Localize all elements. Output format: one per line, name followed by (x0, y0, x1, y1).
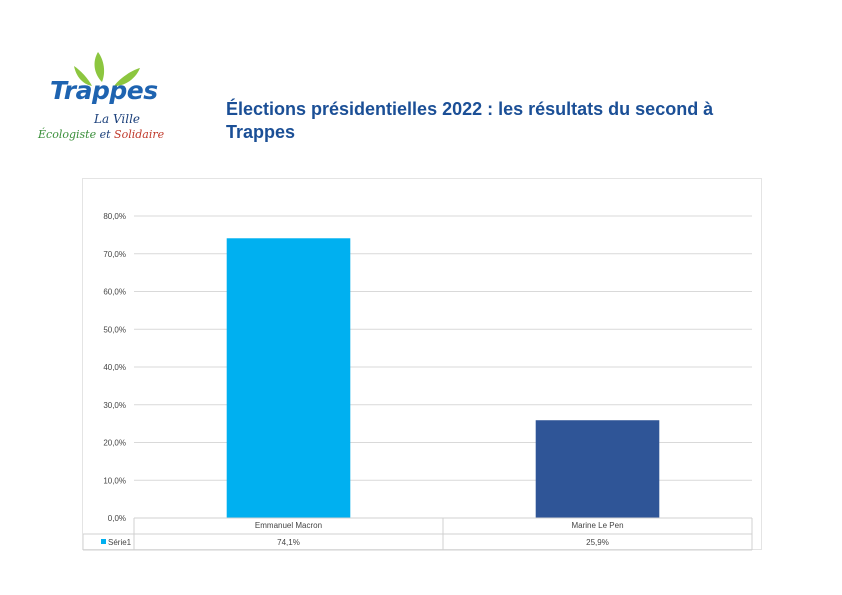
bar-1 (226, 238, 351, 518)
y-tick-label: 60,0% (103, 288, 126, 297)
y-tick-label: 80,0% (103, 212, 126, 221)
logo-tagline-2: Écologiste et Solidaire (38, 128, 164, 141)
data-label: 25,9% (586, 538, 609, 547)
logo-word-et: et (99, 128, 111, 141)
category-label: Marine Le Pen (571, 521, 623, 530)
y-tick-label: 20,0% (103, 439, 126, 448)
y-tick-label: 40,0% (103, 363, 126, 372)
trappes-logo: Trappes La Ville Écologiste et Solidaire (36, 48, 176, 148)
logo-word-solidaire: Solidaire (114, 128, 165, 141)
chart-area: 0,0% 10,0% 20,0% 30,0% 40,0% 50,0% 60,0% 70,0% 8… (82, 178, 762, 551)
series-name: Série1 (108, 538, 132, 547)
leaf-icon (74, 52, 140, 86)
data-table: Emmanuel Macron 74,1% Marine Le Pen 25,9% Sé… (83, 517, 753, 551)
bars (226, 238, 660, 518)
logo-tagline-1: La Ville (94, 112, 141, 126)
bar-2 (535, 420, 660, 518)
y-tick-label: 50,0% (103, 325, 126, 334)
page-title: Élections présidentielles 2022 : les rés… (226, 99, 714, 142)
y-tick-label: 70,0% (103, 250, 126, 259)
y-axis-tick-labels: 0,0% 10,0% 20,0% 30,0% 40,0% 50,0% 60,0% 70,0% 8… (103, 212, 126, 523)
logo-word-ecologiste: Écologiste (38, 128, 97, 141)
bar-chart: 0,0% 10,0% 20,0% 30,0% 40,0% 50,0% 60,0% 70,0% 8… (83, 212, 753, 551)
y-tick-label: 10,0% (103, 476, 126, 485)
data-label: 74,1% (277, 538, 300, 547)
legend-swatch (101, 539, 106, 544)
category-label: Emmanuel Macron (255, 521, 322, 530)
y-tick-label: 0,0% (108, 514, 126, 523)
y-tick-label: 30,0% (103, 401, 126, 410)
logo-name: Trappes (50, 76, 158, 105)
